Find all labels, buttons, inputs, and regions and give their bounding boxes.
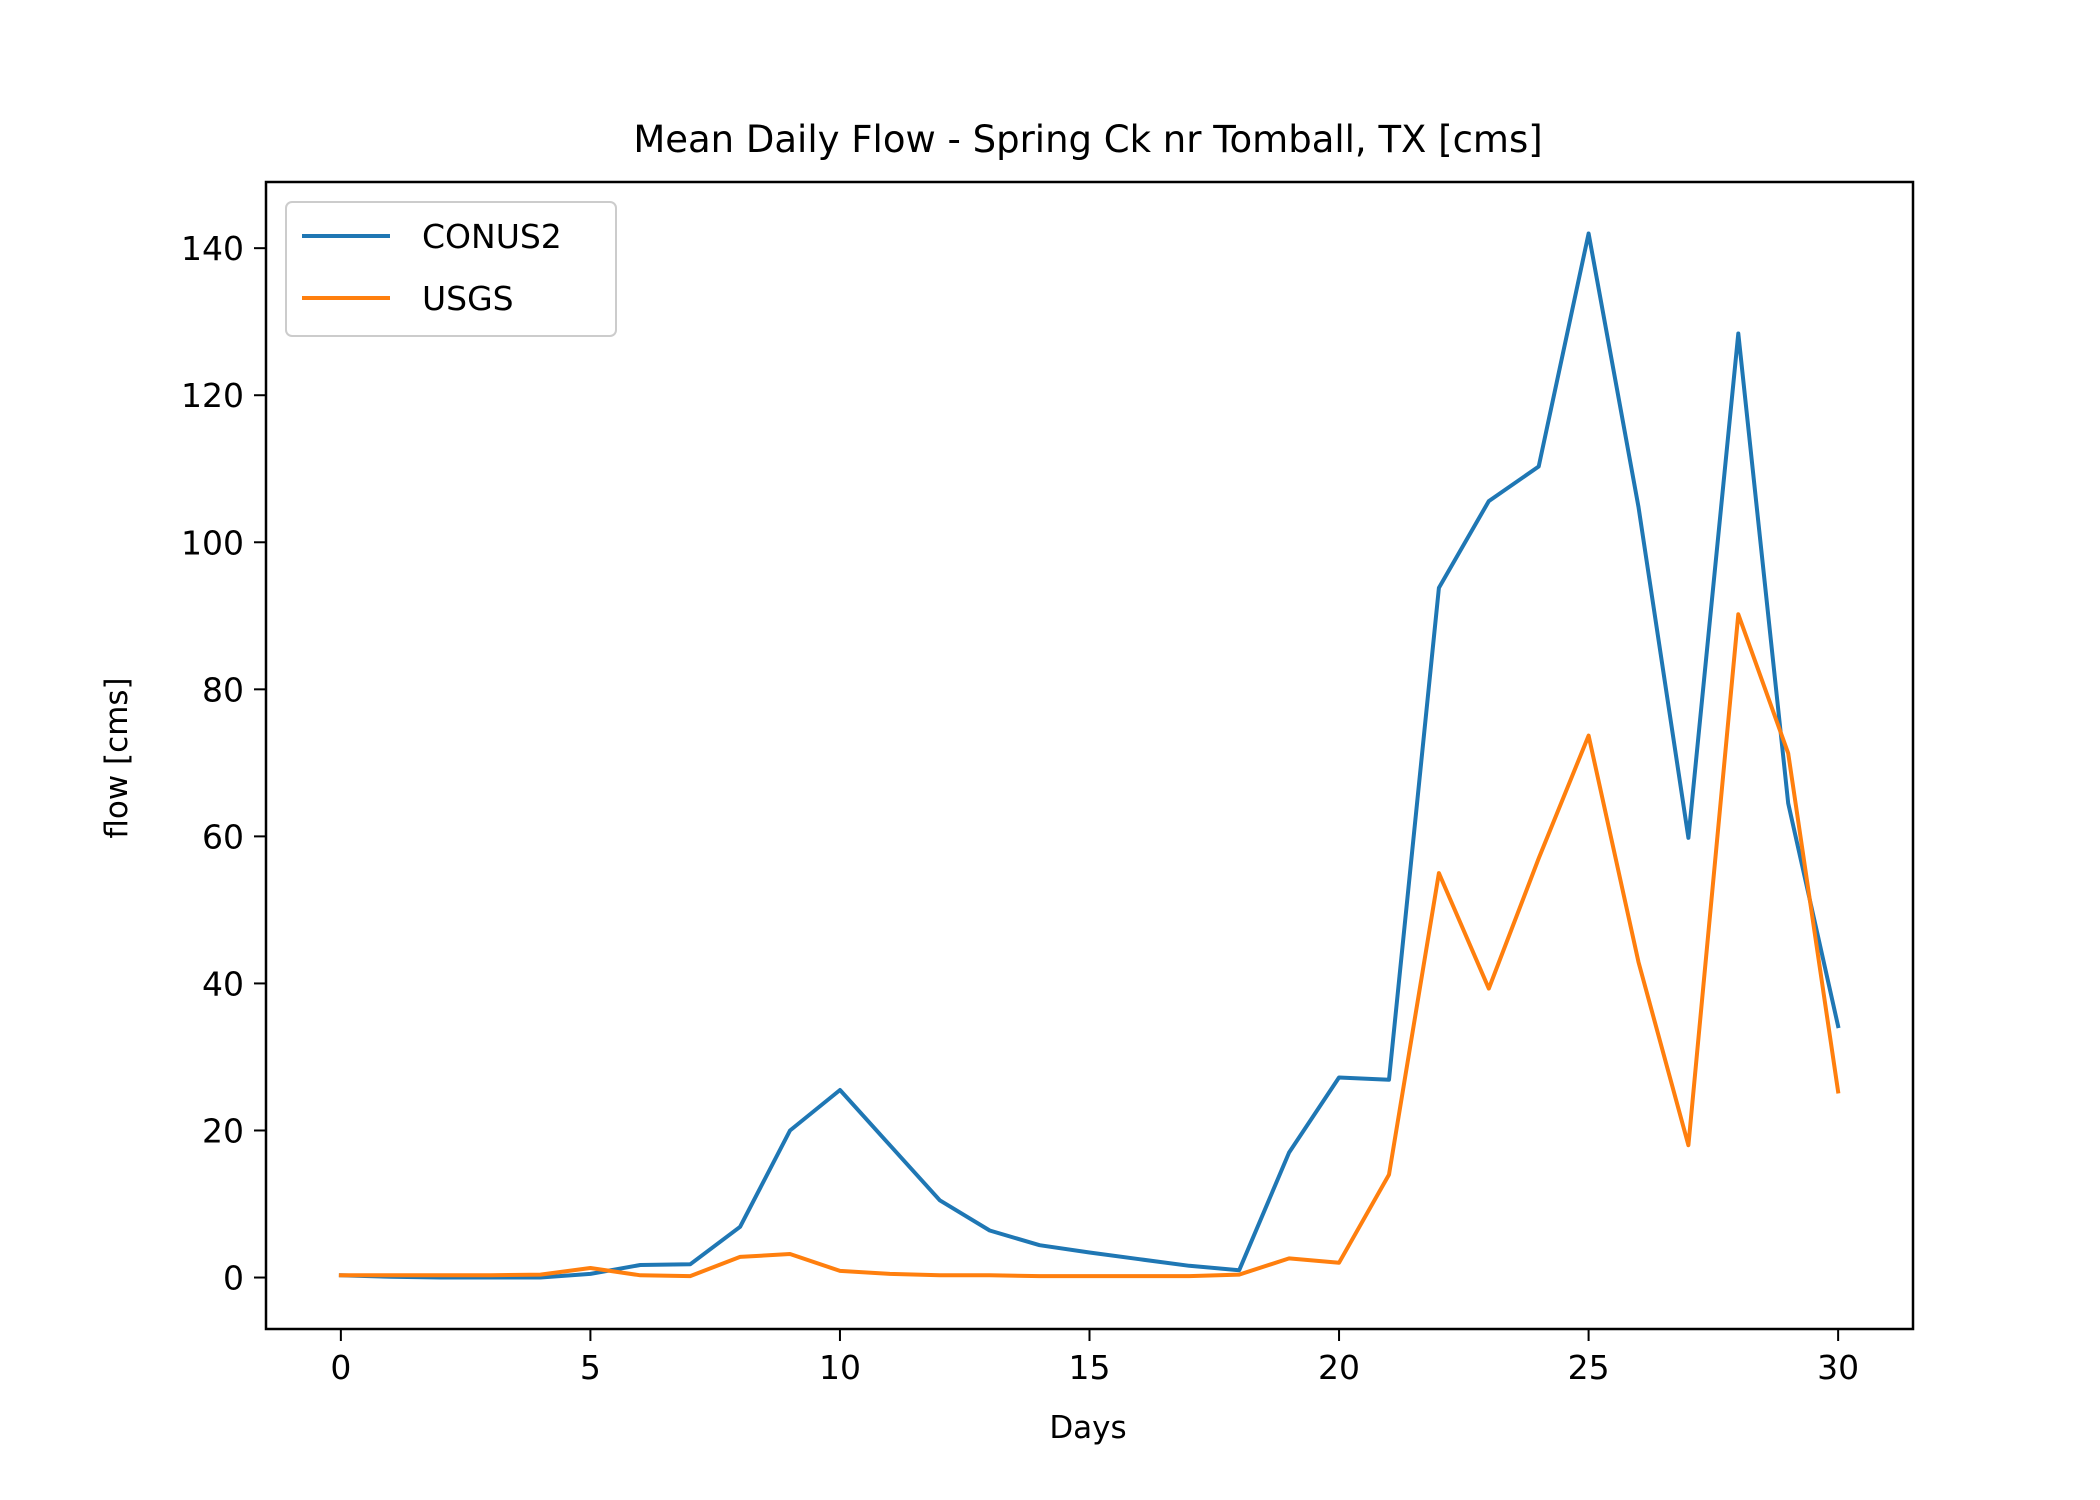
plot-lines xyxy=(338,231,1841,1280)
series-line-usgs xyxy=(338,612,1841,1279)
axis-ticks: 0 5 10 15 20 25 30 0 20 40 60 80 100 120 140 xyxy=(181,229,1859,1387)
chart-title: Mean Daily Flow - Spring Ck nr Tomball, … xyxy=(633,118,1542,161)
y-axis-label: flow [cms] xyxy=(99,677,135,838)
plot-frame xyxy=(264,180,1915,1331)
series-line-conus2 xyxy=(338,231,1841,1280)
y-tick-label: 120 xyxy=(181,376,244,415)
x-tick-label: 15 xyxy=(1069,1348,1111,1387)
legend: CONUS2 USGS xyxy=(285,201,617,337)
y-tick-label: 0 xyxy=(223,1259,244,1298)
legend-label: CONUS2 xyxy=(422,217,562,256)
x-tick-label: 25 xyxy=(1568,1348,1610,1387)
x-tick-label: 30 xyxy=(1817,1348,1859,1387)
y-tick-label: 80 xyxy=(202,670,244,709)
x-tick-label: 5 xyxy=(580,1348,601,1387)
legend-label: USGS xyxy=(422,279,514,318)
y-tick-label: 20 xyxy=(202,1111,244,1150)
y-tick-label: 100 xyxy=(181,523,244,562)
y-tick-label: 60 xyxy=(202,817,244,856)
y-tick-label: 140 xyxy=(181,229,244,268)
x-tick-label: 20 xyxy=(1318,1348,1360,1387)
x-axis-label: Days xyxy=(1049,1410,1126,1446)
x-tick-label: 10 xyxy=(819,1348,861,1387)
y-tick-label: 40 xyxy=(202,964,244,1003)
x-tick-label: 0 xyxy=(330,1348,351,1387)
